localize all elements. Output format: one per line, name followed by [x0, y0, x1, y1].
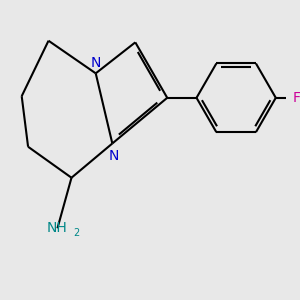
Text: 2: 2	[74, 228, 80, 238]
Text: NH: NH	[47, 221, 68, 235]
Text: N: N	[91, 56, 101, 70]
Text: N: N	[109, 149, 119, 163]
Text: F: F	[292, 91, 300, 105]
